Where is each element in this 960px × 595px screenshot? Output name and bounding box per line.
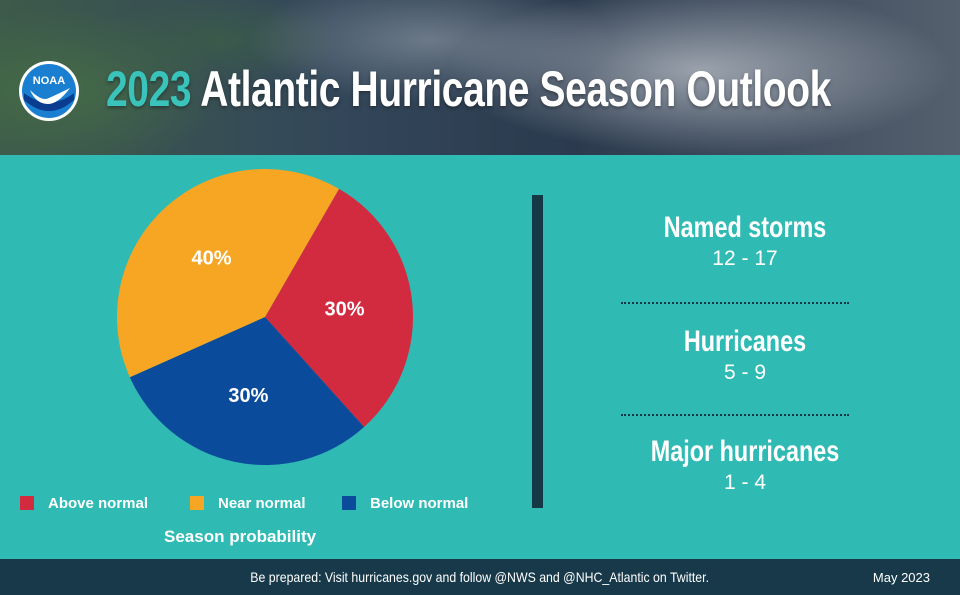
stat-value: 12 - 17 (712, 247, 778, 270)
title-text: Atlantic Hurricane Season Outlook (200, 61, 831, 117)
stat-named-storms: Named storms 12 - 17 (600, 210, 890, 272)
noaa-logo-icon: NOAA (19, 61, 79, 121)
stat-label: Hurricanes (683, 325, 807, 358)
footer-message-text: Be prepared: Visit hurricanes.gov and fo… (250, 569, 710, 585)
legend-swatch-below-normal (342, 496, 356, 510)
vertical-divider (532, 195, 543, 508)
logo-text: NOAA (33, 75, 65, 87)
chart-title: Season probability (164, 527, 317, 546)
stat-value: 5 - 9 (723, 361, 767, 384)
pie-label-below-normal: 30% (228, 385, 268, 407)
pie-slice-near-normal (117, 169, 340, 378)
legend-swatch-above-normal (20, 496, 34, 510)
footer-bar: Be prepared: Visit hurricanes.gov and fo… (0, 559, 960, 595)
page-title: 2023 Atlantic Hurricane Season Outlook (106, 54, 831, 124)
pie-slice-below-normal (129, 317, 365, 465)
stat-major-hurricanes: Major hurricanes 1 - 4 (600, 434, 890, 496)
pie-label-near-normal: 40% (192, 248, 232, 270)
pie-label-above-normal: 30% (324, 299, 364, 321)
pie-slice-above-normal (265, 188, 414, 427)
stat-value: 1 - 4 (723, 471, 767, 494)
stat-label: Major hurricanes (650, 435, 840, 468)
legend-swatch-near-normal (190, 496, 204, 510)
season-probability-pie-chart: 30% 30% 40% (117, 169, 414, 465)
legend-label-above-normal: Above normal (48, 494, 149, 512)
header-banner: NOAA 2023 Atlantic Hurricane Season Outl… (0, 0, 960, 155)
legend-item-below-normal: Below normal (342, 492, 468, 514)
title-year: 2023 (106, 61, 192, 117)
footer-message: Be prepared: Visit hurricanes.gov and fo… (0, 569, 960, 585)
legend-item-near-normal: Near normal (190, 492, 306, 514)
dotted-separator (621, 302, 849, 304)
footer-date: May 2023 (872, 570, 930, 585)
legend-label-near-normal: Near normal (218, 494, 306, 512)
stat-label: Named storms (663, 211, 827, 244)
legend-label-below-normal: Below normal (370, 494, 469, 512)
legend-item-above-normal: Above normal (20, 492, 148, 514)
dotted-separator (621, 414, 849, 416)
stat-hurricanes: Hurricanes 5 - 9 (600, 324, 890, 386)
